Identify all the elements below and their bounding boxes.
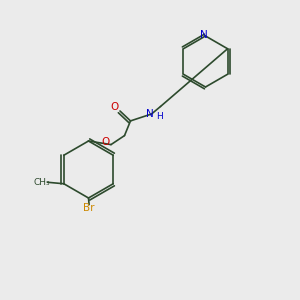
Text: Br: Br: [83, 202, 95, 213]
Text: N: N: [200, 29, 208, 40]
Text: N: N: [146, 109, 154, 119]
Text: H: H: [156, 112, 163, 121]
Text: O: O: [101, 136, 110, 147]
Text: CH₃: CH₃: [34, 178, 50, 187]
Text: O: O: [110, 102, 119, 112]
